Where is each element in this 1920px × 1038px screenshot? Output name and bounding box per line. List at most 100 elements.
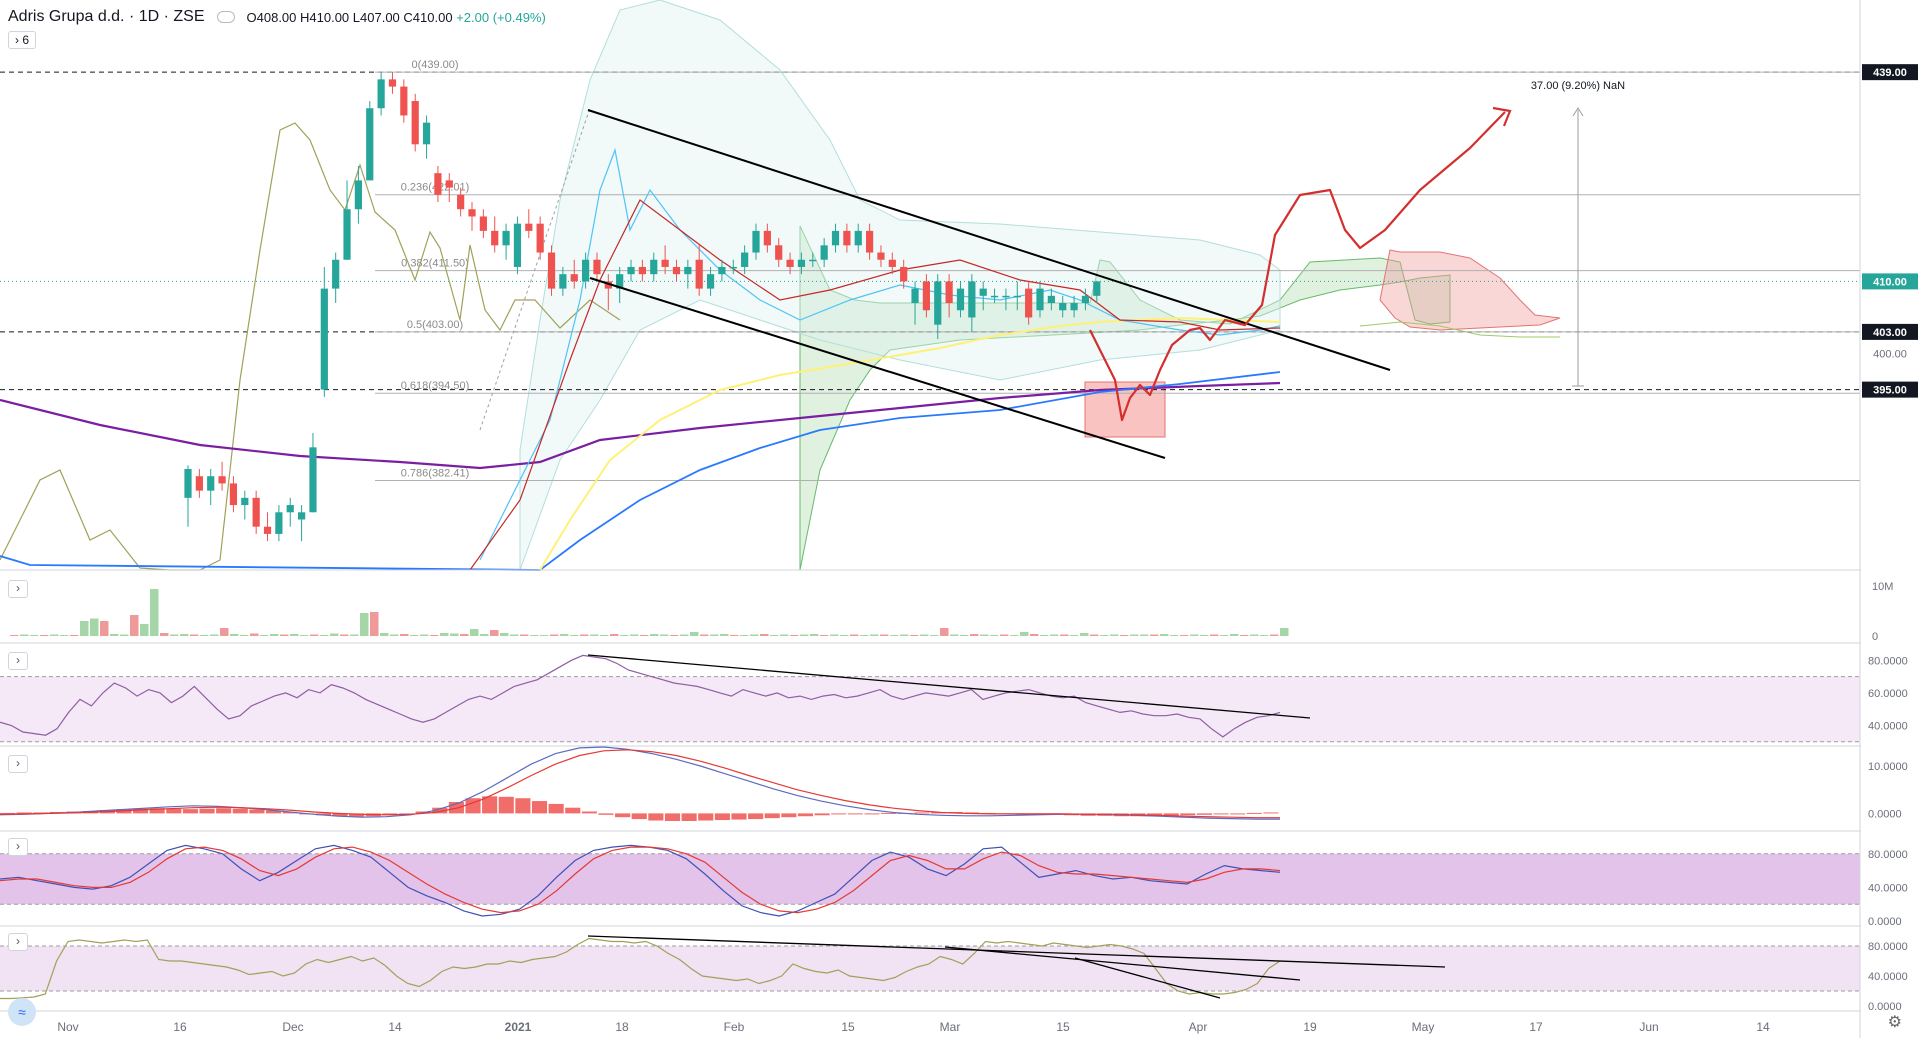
candle[interactable] (479, 216, 487, 231)
candle[interactable] (502, 230, 510, 246)
candle[interactable] (491, 230, 499, 246)
candle[interactable] (831, 230, 840, 246)
volume-bar[interactable] (1190, 634, 1199, 637)
volume-bar[interactable] (1280, 628, 1289, 636)
volume-bar[interactable] (210, 634, 219, 637)
candle[interactable] (763, 230, 771, 246)
volume-bar[interactable] (480, 634, 489, 636)
volume-bar[interactable] (900, 634, 909, 637)
osc-trendline-2[interactable] (944, 946, 1301, 981)
macd-histogram-bar[interactable] (132, 808, 149, 814)
macd-histogram-bar[interactable] (16, 812, 32, 814)
volume-bar[interactable] (850, 634, 859, 637)
volume-bar[interactable] (990, 635, 999, 636)
candle[interactable] (457, 194, 465, 210)
macd-signal-line[interactable] (0, 749, 1280, 819)
macd-histogram-bar[interactable] (0, 812, 16, 814)
macd-histogram-bar[interactable] (648, 813, 664, 821)
volume-bar[interactable] (450, 633, 459, 637)
macd-histogram-bar[interactable] (282, 811, 298, 814)
volume-bar[interactable] (170, 634, 179, 637)
volume-bar[interactable] (980, 634, 989, 637)
macd-histogram-bar[interactable] (664, 813, 681, 821)
volume-bar[interactable] (180, 634, 189, 636)
volume-bar[interactable] (960, 635, 969, 636)
candle[interactable] (286, 505, 294, 513)
volume-bar[interactable] (290, 634, 299, 636)
volume-bar[interactable] (1040, 635, 1049, 636)
candle[interactable] (559, 274, 567, 289)
volume-bar[interactable] (260, 635, 269, 636)
macd-pane-toggle[interactable]: › (8, 755, 28, 773)
osc-line[interactable] (0, 937, 1281, 1000)
candle[interactable] (275, 512, 283, 534)
volume-bar[interactable] (520, 634, 529, 637)
volume-bar[interactable] (110, 634, 119, 636)
volume-bar[interactable] (790, 635, 799, 636)
volume-bar[interactable] (1010, 635, 1019, 636)
channel-upper-trendline[interactable] (587, 109, 1391, 371)
candle[interactable] (536, 223, 544, 253)
candle[interactable] (309, 447, 317, 513)
volume-bar[interactable] (800, 634, 809, 637)
volume-pane-toggle[interactable]: › (8, 580, 28, 598)
volume-bar[interactable] (1060, 634, 1069, 637)
volume-bar[interactable] (400, 634, 409, 636)
volume-bar[interactable] (300, 635, 309, 636)
candle[interactable] (422, 122, 431, 145)
macd-histogram-bar[interactable] (681, 813, 697, 821)
volume-bar[interactable] (770, 635, 779, 636)
candle[interactable] (843, 230, 851, 246)
candle[interactable] (593, 259, 601, 275)
volume-bar[interactable] (550, 634, 559, 637)
volume-bar[interactable] (540, 635, 549, 636)
volume-bar[interactable] (270, 634, 279, 636)
volume-bar[interactable] (440, 633, 449, 636)
candle[interactable] (547, 252, 556, 289)
candle[interactable] (1081, 295, 1090, 304)
candle[interactable] (229, 483, 238, 506)
macd-histogram-bar[interactable] (781, 813, 797, 818)
volume-bar[interactable] (50, 634, 59, 637)
volume-bar[interactable] (430, 635, 439, 636)
volume-bar[interactable] (330, 633, 339, 637)
candle[interactable] (354, 180, 362, 210)
volume-bar[interactable] (1000, 634, 1009, 637)
volume-bar[interactable] (360, 613, 369, 636)
volume-bar[interactable] (130, 615, 139, 636)
volume-bar[interactable] (820, 635, 829, 636)
macd-histogram-bar[interactable] (482, 796, 498, 814)
candle[interactable] (1070, 303, 1078, 311)
volume-bar[interactable] (710, 634, 719, 637)
volume-bar[interactable] (160, 633, 169, 636)
macd-histogram-bar[interactable] (581, 811, 597, 814)
volume-bar[interactable] (370, 612, 379, 636)
candle[interactable] (797, 259, 806, 267)
candle[interactable] (638, 266, 646, 275)
gear-icon[interactable]: ⚙ (1887, 1014, 1902, 1031)
candle[interactable] (195, 476, 203, 491)
volume-bar[interactable] (380, 633, 389, 636)
macd-histogram-bar[interactable] (531, 801, 548, 814)
volume-bar[interactable] (30, 635, 39, 636)
volume-bar[interactable] (830, 634, 839, 637)
macd-histogram-bar[interactable] (698, 813, 714, 821)
candle[interactable] (809, 259, 817, 262)
volume-bar[interactable] (1180, 635, 1189, 636)
macd-histogram-bar[interactable] (565, 807, 581, 814)
macd-histogram-bar[interactable] (1213, 813, 1229, 815)
volume-bar[interactable] (410, 635, 419, 636)
candle[interactable] (1025, 288, 1033, 318)
candle[interactable] (320, 288, 328, 390)
candle[interactable] (979, 288, 987, 296)
volume-bar[interactable] (1130, 634, 1139, 637)
macd-histogram-bar[interactable] (1163, 813, 1179, 816)
tradingview-logo-icon[interactable]: ≈ (8, 998, 36, 1026)
volume-bar[interactable] (660, 634, 669, 637)
volume-bar[interactable] (350, 634, 359, 637)
candle[interactable] (1047, 295, 1055, 304)
volume-bar[interactable] (1110, 634, 1119, 637)
candle[interactable] (672, 266, 681, 275)
volume-bar[interactable] (470, 629, 479, 636)
volume-bar[interactable] (490, 630, 499, 636)
